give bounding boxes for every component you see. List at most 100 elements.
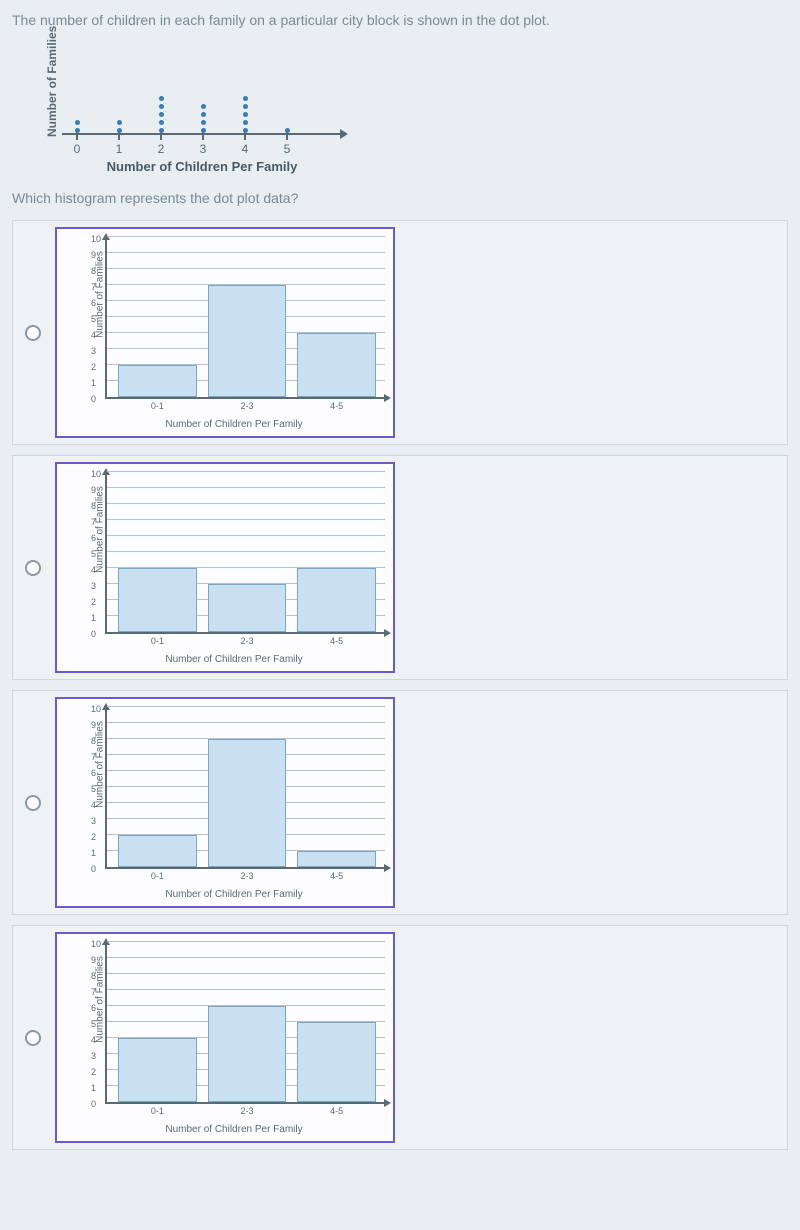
histogram-y-tick: 10 <box>91 469 101 479</box>
dotplot-dot <box>243 104 248 109</box>
dotplot-tick-label: 0 <box>74 142 81 156</box>
dotplot-dot <box>285 128 290 133</box>
histogram-y-tick: 1 <box>91 613 96 623</box>
histogram-y-tick: 10 <box>91 939 101 949</box>
histogram-y-tick: 2 <box>91 832 96 842</box>
dotplot-dot <box>159 128 164 133</box>
dotplot-dot <box>117 120 122 125</box>
histogram-gridline <box>107 236 385 237</box>
histogram-y-tick: 0 <box>91 1099 96 1109</box>
radio-button[interactable] <box>25 560 41 576</box>
histogram-y-tick: 8 <box>91 971 96 981</box>
histogram-bar <box>297 851 375 867</box>
dotplot-dot <box>201 128 206 133</box>
histogram-card: Number of Families0123456789100-12-34-5N… <box>55 227 395 438</box>
dotplot-dot <box>117 128 122 133</box>
histogram-plot-area: 0-12-34-5 <box>105 944 385 1104</box>
histogram-y-tick: 10 <box>91 234 101 244</box>
histogram-y-tick: 9 <box>91 955 96 965</box>
histogram-x-tick: 0-1 <box>151 871 164 881</box>
dotplot-column <box>72 120 82 133</box>
dotplot-tick-label: 5 <box>284 142 291 156</box>
histogram-x-label: Number of Children Per Family <box>85 654 383 665</box>
histogram-x-tick: 4-5 <box>330 636 343 646</box>
dotplot-dot <box>159 104 164 109</box>
histogram-bar <box>208 739 286 867</box>
histogram-y-tick: 4 <box>91 565 96 575</box>
histogram-y-label: Number of Families <box>95 250 106 340</box>
histogram-x-label: Number of Children Per Family <box>85 1124 383 1135</box>
option-row[interactable]: Number of Families0123456789100-12-34-5N… <box>12 455 788 680</box>
histogram-y-tick: 1 <box>91 848 96 858</box>
histogram-y-tick: 3 <box>91 346 96 356</box>
histogram-bar <box>208 584 286 632</box>
histogram-gridline <box>107 941 385 942</box>
histogram-bar <box>118 1038 196 1102</box>
histogram-plot-area: 0-12-34-5 <box>105 709 385 869</box>
question-text: The number of children in each family on… <box>12 12 788 28</box>
dotplot-x-label: Number of Children Per Family <box>62 159 342 174</box>
dotplot-tick-label: 4 <box>242 142 249 156</box>
histogram-x-label: Number of Children Per Family <box>85 889 383 900</box>
histogram-gridline <box>107 989 385 990</box>
histogram-bar <box>118 568 196 632</box>
dotplot-dot <box>201 104 206 109</box>
histogram-gridline <box>107 722 385 723</box>
histogram-y-tick: 3 <box>91 816 96 826</box>
histogram-bar <box>118 835 196 867</box>
dotplot-dot <box>159 96 164 101</box>
histogram-x-tick: 4-5 <box>330 871 343 881</box>
dotplot-tick-label: 3 <box>200 142 207 156</box>
dotplot-column <box>114 120 124 133</box>
dotplot-dot <box>243 112 248 117</box>
histogram-y-tick: 2 <box>91 597 96 607</box>
dotplot-dot <box>75 120 80 125</box>
histogram-plot-area: 0-12-34-5 <box>105 474 385 634</box>
histogram-y-tick: 8 <box>91 266 96 276</box>
histogram-y-tick: 7 <box>91 752 96 762</box>
histogram-x-tick: 2-3 <box>240 1106 253 1116</box>
histogram-y-tick: 8 <box>91 501 96 511</box>
dotplot-column <box>198 104 208 133</box>
histogram-x-tick: 0-1 <box>151 1106 164 1116</box>
histogram-x-tick: 2-3 <box>240 871 253 881</box>
histogram-x-tick: 0-1 <box>151 401 164 411</box>
histogram-bar <box>208 1006 286 1102</box>
option-row[interactable]: Number of Families0123456789100-12-34-5N… <box>12 690 788 915</box>
histogram-x-tick: 0-1 <box>151 636 164 646</box>
option-row[interactable]: Number of Families0123456789100-12-34-5N… <box>12 220 788 445</box>
histogram-y-tick: 4 <box>91 330 96 340</box>
histogram-y-tick: 5 <box>91 1019 96 1029</box>
histogram-y-tick: 10 <box>91 704 101 714</box>
radio-button[interactable] <box>25 325 41 341</box>
dotplot-tick-label: 2 <box>158 142 165 156</box>
dotplot-dot <box>243 120 248 125</box>
radio-button[interactable] <box>25 1030 41 1046</box>
histogram-y-tick: 8 <box>91 736 96 746</box>
histogram-card: Number of Families0123456789100-12-34-5N… <box>55 697 395 908</box>
histogram-y-tick: 9 <box>91 720 96 730</box>
histogram-gridline <box>107 503 385 504</box>
histogram-gridline <box>107 535 385 536</box>
dotplot-column <box>282 128 292 133</box>
histogram: Number of Families0123456789100-12-34-5 <box>85 709 385 869</box>
dotplot-column <box>240 96 250 133</box>
radio-button[interactable] <box>25 795 41 811</box>
histogram-bar <box>297 333 375 397</box>
histogram-gridline <box>107 973 385 974</box>
option-row[interactable]: Number of Families0123456789100-12-34-5N… <box>12 925 788 1150</box>
histogram-y-tick: 4 <box>91 800 96 810</box>
histogram-y-label: Number of Families <box>95 485 106 575</box>
histogram-x-label: Number of Children Per Family <box>85 419 383 430</box>
histogram-card: Number of Families0123456789100-12-34-5N… <box>55 932 395 1143</box>
dotplot-dot <box>75 128 80 133</box>
dotplot-dot <box>243 128 248 133</box>
dotplot-column <box>156 96 166 133</box>
histogram-y-tick: 6 <box>91 533 96 543</box>
histogram-y-tick: 0 <box>91 629 96 639</box>
histogram-y-tick: 6 <box>91 298 96 308</box>
histogram-y-tick: 6 <box>91 768 96 778</box>
dotplot-dot <box>201 112 206 117</box>
histogram-x-tick: 2-3 <box>240 636 253 646</box>
histogram-y-tick: 6 <box>91 1003 96 1013</box>
